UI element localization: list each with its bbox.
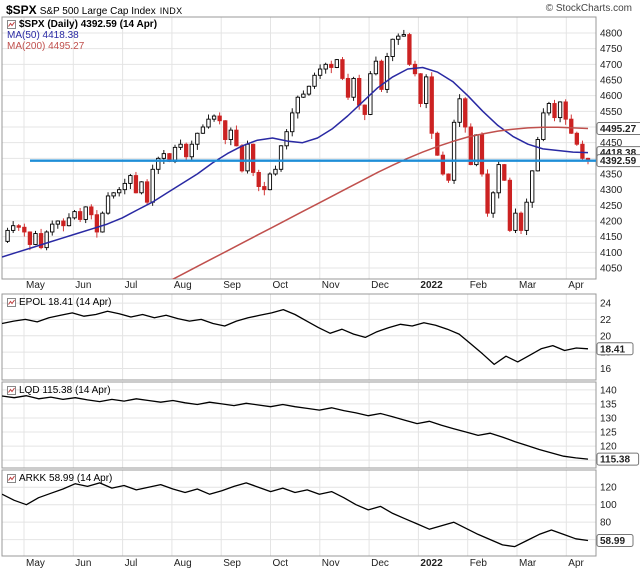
month-label: Oct	[272, 558, 289, 569]
svg-text:115.38: 115.38	[600, 455, 630, 466]
month-label: Jul	[124, 558, 138, 569]
svg-text:140: 140	[600, 385, 617, 396]
month-label: May	[26, 558, 45, 569]
month-label: Sep	[223, 558, 241, 569]
month-label: Aug	[173, 558, 192, 569]
legend-row-ma200: MA(200) 4495.27	[7, 41, 157, 52]
arkk-panel: 120100806058.99 ARKK 58.99 (14 Apr)	[0, 469, 640, 557]
month-label: Feb	[469, 280, 487, 291]
svg-text:4250: 4250	[600, 201, 623, 212]
svg-text:4495.27: 4495.27	[600, 124, 637, 135]
main-legend: $SPX (Daily) 4392.59 (14 Apr) MA(50) 441…	[7, 19, 157, 52]
mini-chart-icon	[7, 386, 16, 395]
svg-text:4750: 4750	[600, 44, 623, 55]
epol-legend: EPOL 18.41 (14 Apr)	[7, 297, 111, 308]
svg-text:22: 22	[600, 315, 612, 326]
svg-text:4450: 4450	[600, 138, 623, 149]
month-label: Apr	[568, 558, 584, 569]
chart-header: $SPX S&P 500 Large Cap Index INDX © StockC…	[0, 0, 640, 17]
main-price-panel: 4800475047004650460045504500445044004350…	[0, 16, 640, 280]
month-label: Apr	[568, 280, 584, 291]
legend-row-ma50: MA(50) 4418.38	[7, 30, 157, 41]
month-label: 2022	[420, 558, 443, 569]
month-label: 2022	[420, 280, 443, 291]
svg-text:4650: 4650	[600, 76, 623, 87]
svg-text:58.99: 58.99	[600, 536, 625, 547]
symbol: $SPX	[6, 3, 37, 17]
month-label: Jun	[75, 558, 92, 569]
x-axis-row-bottom: May Jun Jul Aug Sep Oct Nov Dec 2022 Feb Mar Apr	[0, 558, 640, 571]
arkk-line-chart: 120100806058.99	[1, 469, 634, 557]
svg-text:4050: 4050	[600, 264, 623, 275]
lqd-panel: 140135130125120115115.38 LQD 115.38 (14 …	[0, 381, 640, 469]
svg-text:16: 16	[600, 364, 612, 375]
mini-chart-icon	[7, 298, 16, 307]
epol-panel: 242220181618.41 EPOL 18.41 (14 Apr)	[0, 293, 640, 381]
svg-text:135: 135	[600, 399, 617, 410]
arkk-label: ARKK 58.99 (14 Apr)	[19, 473, 113, 484]
index-title: S&P 500 Large Cap Index	[39, 6, 156, 17]
epol-line-chart: 242220181618.41	[1, 293, 634, 381]
month-label: Jul	[124, 280, 138, 291]
svg-text:125: 125	[600, 428, 617, 439]
lqd-legend: LQD 115.38 (14 Apr)	[7, 385, 111, 396]
month-label: Jun	[75, 280, 92, 291]
svg-text:4392.59: 4392.59	[600, 156, 637, 167]
ma50-legend-label: MA(50) 4418.38	[7, 30, 79, 41]
month-label: Nov	[321, 280, 340, 291]
spx-legend-label: $SPX (Daily) 4392.59 (14 Apr)	[19, 19, 158, 30]
svg-text:4800: 4800	[600, 29, 623, 40]
month-label: Oct	[272, 280, 289, 291]
x-axis-row-main: May Jun Jul Aug Sep Oct Nov Dec 2022 Feb Mar Apr	[0, 280, 640, 293]
svg-text:130: 130	[600, 413, 617, 424]
svg-text:4100: 4100	[600, 248, 623, 259]
lqd-label: LQD 115.38 (14 Apr)	[19, 385, 111, 396]
svg-text:18.41: 18.41	[600, 344, 625, 355]
svg-text:20: 20	[600, 331, 612, 342]
month-label: May	[26, 280, 45, 291]
mini-chart-icon	[7, 474, 16, 483]
candlestick-icon	[7, 20, 16, 29]
month-label: Dec	[371, 558, 389, 569]
arkk-legend: ARKK 58.99 (14 Apr)	[7, 473, 112, 484]
svg-text:4550: 4550	[600, 107, 623, 118]
svg-text:4200: 4200	[600, 217, 623, 228]
month-label: Mar	[519, 280, 537, 291]
spx-candlestick-chart: 4800475047004650460045504500445044004350…	[1, 16, 640, 280]
epol-label: EPOL 18.41 (14 Apr)	[19, 297, 112, 308]
ma200-legend-label: MA(200) 4495.27	[7, 41, 85, 52]
svg-text:4700: 4700	[600, 60, 623, 71]
svg-text:4150: 4150	[600, 232, 623, 243]
legend-row-spx: $SPX (Daily) 4392.59 (14 Apr)	[7, 19, 157, 30]
month-label: Mar	[519, 558, 537, 569]
svg-text:4350: 4350	[600, 170, 623, 181]
svg-text:4418.38: 4418.38	[600, 148, 637, 159]
copyright: © StockCharts.com	[545, 3, 632, 14]
month-label: Dec	[371, 280, 389, 291]
month-label: Aug	[173, 280, 192, 291]
month-label: Nov	[321, 558, 340, 569]
exchange-label: INDX	[159, 6, 183, 16]
svg-text:4600: 4600	[600, 91, 623, 102]
svg-text:4300: 4300	[600, 185, 623, 196]
svg-text:100: 100	[600, 500, 617, 511]
lqd-line-chart: 140135130125120115115.38	[1, 381, 640, 469]
month-label: Feb	[469, 558, 487, 569]
svg-text:24: 24	[600, 299, 612, 310]
svg-text:80: 80	[600, 518, 612, 529]
month-label: Sep	[223, 280, 241, 291]
svg-text:120: 120	[600, 442, 617, 453]
svg-text:120: 120	[600, 483, 617, 494]
